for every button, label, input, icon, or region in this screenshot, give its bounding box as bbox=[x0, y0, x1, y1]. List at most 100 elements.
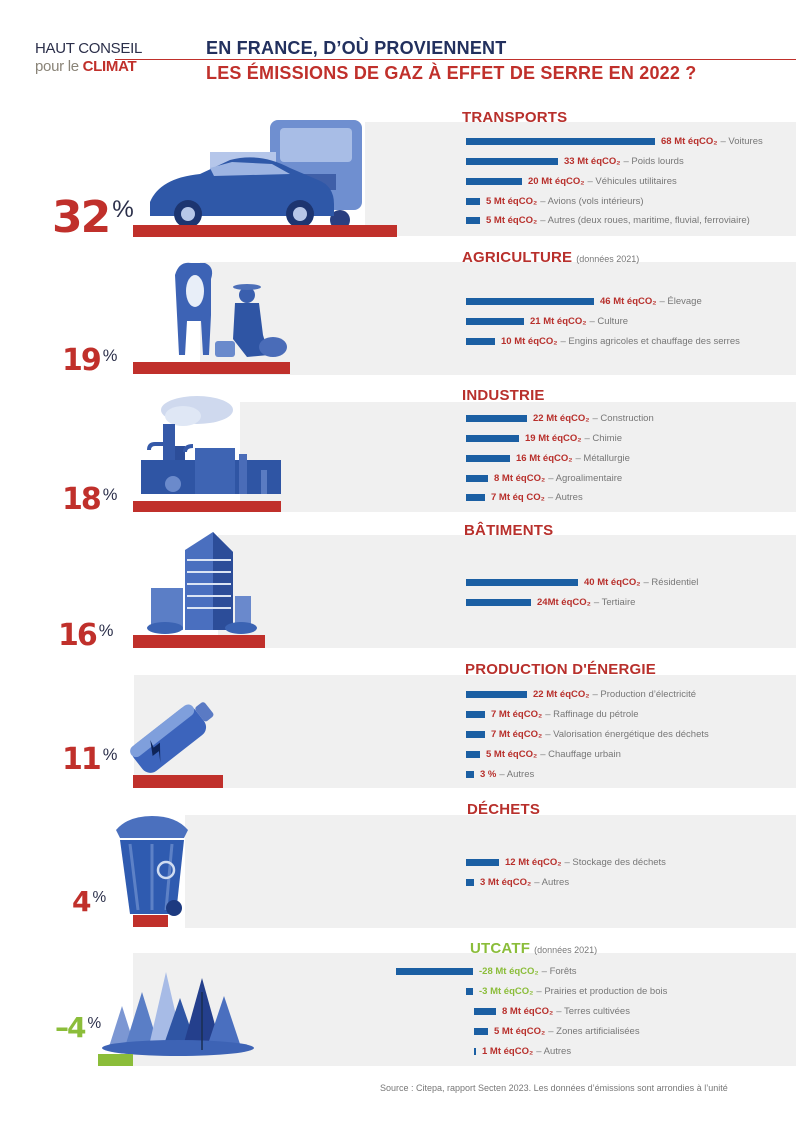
bar bbox=[466, 598, 531, 606]
value: 24Mt éqCO₂ bbox=[537, 596, 591, 608]
label: – Construction bbox=[592, 412, 654, 424]
value: 12 Mt éqCO₂ bbox=[505, 856, 562, 868]
transports-row-4: 5 Mt éqCO₂ – Avions (vols intérieurs) bbox=[466, 195, 644, 207]
utcatf-percent: –4% bbox=[55, 1011, 102, 1044]
value: 46 Mt éqCO₂ bbox=[600, 295, 657, 307]
label: – Autres bbox=[536, 1045, 572, 1057]
label: – Poids lourds bbox=[623, 155, 684, 167]
bar bbox=[466, 297, 594, 305]
batiments-share-bar bbox=[133, 635, 265, 648]
energie-row-1: 22 Mt éqCO₂ – Production d’électricité bbox=[466, 688, 696, 700]
bar bbox=[474, 1007, 496, 1015]
label: – Élevage bbox=[659, 295, 702, 307]
bar bbox=[466, 750, 480, 758]
value: 10 Mt éqCO₂ bbox=[501, 335, 558, 347]
value: 3 % bbox=[480, 768, 497, 780]
dechets-panel bbox=[185, 815, 796, 928]
value: 8 Mt éqCO₂ bbox=[502, 1005, 554, 1017]
forest-icon bbox=[102, 972, 254, 1056]
utcatf-row-5: 1 Mt éqCO₂ – Autres bbox=[474, 1045, 571, 1057]
logo-climat: CLIMAT bbox=[82, 58, 137, 75]
value: 22 Mt éqCO₂ bbox=[533, 688, 590, 700]
cow-and-farmer-icon bbox=[175, 262, 287, 357]
percent-sign: % bbox=[87, 1014, 102, 1032]
bar bbox=[396, 967, 473, 975]
value: 7 Mt éqCO₂ bbox=[491, 728, 543, 740]
industrie-row-2: 19 Mt éqCO₂ – Chimie bbox=[466, 432, 622, 444]
page-title-line2: LES ÉMISSIONS DE GAZ À EFFET DE SERRE EN… bbox=[206, 63, 697, 83]
percent-sign: % bbox=[92, 888, 107, 906]
bar bbox=[466, 730, 485, 738]
industrie-row-1: 22 Mt éqCO₂ – Construction bbox=[466, 412, 654, 424]
factory-icon bbox=[141, 396, 281, 494]
utcatf-note: (données 2021) bbox=[534, 945, 598, 955]
bar bbox=[466, 434, 519, 442]
industrie-title: INDUSTRIE bbox=[462, 387, 545, 404]
label: – Production d’électricité bbox=[592, 688, 696, 700]
battery-icon bbox=[130, 702, 214, 773]
label: – Stockage des déchets bbox=[564, 856, 666, 868]
bar bbox=[466, 474, 488, 482]
utcatf-row-2: -3 Mt éqCO₂ – Prairies et production de … bbox=[466, 985, 667, 997]
utcatf-row-3: 8 Mt éqCO₂ – Terres cultivées bbox=[474, 1005, 630, 1017]
batiments-panel bbox=[218, 535, 796, 648]
bar bbox=[466, 137, 655, 145]
label: – Autres bbox=[499, 768, 535, 780]
industrie-row-5: 7 Mt éq CO₂ – Autres bbox=[466, 491, 583, 503]
bar bbox=[466, 216, 480, 224]
logo-line1: HAUT CONSEIL bbox=[35, 40, 142, 57]
value: -3 Mt éqCO₂ bbox=[479, 985, 534, 997]
value: 22 Mt éqCO₂ bbox=[533, 412, 590, 424]
energie-row-5: 3 % – Autres bbox=[466, 768, 534, 780]
percent-sign: % bbox=[102, 485, 118, 504]
bar bbox=[466, 987, 473, 995]
batiments-row-1: 40 Mt éqCO₂ – Résidentiel bbox=[466, 576, 698, 588]
bar bbox=[474, 1047, 476, 1055]
percent-sign: % bbox=[102, 346, 118, 365]
value: 7 Mt éq CO₂ bbox=[491, 491, 545, 503]
label: – Résidentiel bbox=[643, 576, 699, 588]
industrie-row-3: 16 Mt éqCO₂ – Métallurgie bbox=[466, 452, 630, 464]
bar bbox=[466, 454, 510, 462]
batiments-row-2: 24Mt éqCO₂ – Tertiaire bbox=[466, 596, 635, 608]
dechets-row-2: 3 Mt éqCO₂ – Autres bbox=[466, 876, 569, 888]
bar bbox=[466, 858, 499, 866]
percent-sign: % bbox=[98, 621, 114, 640]
transports-row-1: 68 Mt éqCO₂ – Voitures bbox=[466, 135, 763, 147]
value: 21 Mt éqCO₂ bbox=[530, 315, 587, 327]
label: – Véhicules utilitaires bbox=[587, 175, 677, 187]
industrie-percent: 18% bbox=[62, 482, 118, 517]
value: 1 Mt éqCO₂ bbox=[482, 1045, 534, 1057]
agriculture-row-2: 21 Mt éqCO₂ – Culture bbox=[466, 315, 628, 327]
logo-prefix: pour le bbox=[35, 58, 83, 75]
value: 20 Mt éqCO₂ bbox=[528, 175, 585, 187]
value: -28 Mt éqCO₂ bbox=[479, 965, 539, 977]
bar bbox=[466, 710, 485, 718]
bar bbox=[474, 1027, 488, 1035]
utcatf-share-bar bbox=[98, 1054, 133, 1066]
agriculture-share-bar bbox=[133, 362, 290, 374]
source-note: Source : Citepa, rapport Secten 2023. Le… bbox=[380, 1083, 728, 1093]
value: 68 Mt éqCO₂ bbox=[661, 135, 718, 147]
value: 5 Mt éqCO₂ bbox=[494, 1025, 546, 1037]
label: – Forêts bbox=[541, 965, 577, 977]
title-divider bbox=[115, 59, 796, 60]
utcatf-row-1: -28 Mt éqCO₂ – Forêts bbox=[396, 965, 577, 977]
utcatf-title: UTCATF (données 2021) bbox=[470, 940, 598, 957]
agriculture-row-1: 46 Mt éqCO₂ – Élevage bbox=[466, 295, 702, 307]
energie-row-4: 5 Mt éqCO₂ – Chauffage urbain bbox=[466, 748, 621, 760]
transports-percent: 32% bbox=[52, 192, 134, 243]
energie-share-bar bbox=[133, 775, 223, 788]
value: 16 Mt éqCO₂ bbox=[516, 452, 573, 464]
value: 8 Mt éqCO₂ bbox=[494, 472, 546, 484]
bar bbox=[466, 493, 485, 501]
percent-sign: % bbox=[102, 745, 118, 764]
energie-title: PRODUCTION D'ÉNERGIE bbox=[465, 661, 656, 678]
transports-row-2: 33 Mt éqCO₂ – Poids lourds bbox=[466, 155, 684, 167]
industrie-row-4: 8 Mt éqCO₂ – Agroalimentaire bbox=[466, 472, 622, 484]
label: – Prairies et production de bois bbox=[536, 985, 668, 997]
label: – Chauffage urbain bbox=[540, 748, 621, 760]
bar bbox=[466, 770, 474, 778]
energie-row-3: 7 Mt éqCO₂ – Valorisation énergétique de… bbox=[466, 728, 709, 740]
bar bbox=[466, 414, 527, 422]
